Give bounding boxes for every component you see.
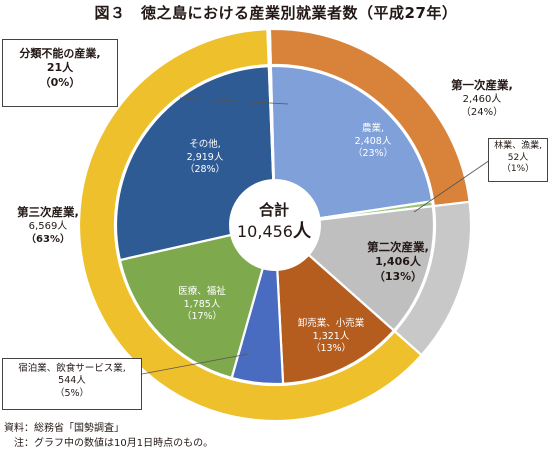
- chart-title: 図３ 徳之島における産業別就業者数（平成27年）: [94, 4, 458, 22]
- leader-shukuhaku: [141, 353, 249, 375]
- total-caption: 合計: [258, 201, 289, 219]
- outer-ring: [77, 27, 473, 423]
- callout-bunrui: 分類不能の産業, 21人 （0%）: [2, 39, 118, 107]
- outer-slice-3: [266, 27, 272, 67]
- total-value: 10,456人: [237, 221, 311, 243]
- label-ichiji: 第一次産業, 2,460人 （24%）: [451, 78, 513, 119]
- inner-slice-3: [273, 222, 396, 385]
- label-nogyo: 農業, 2,408人 （23%）: [352, 123, 394, 160]
- inner-slice-0: [269, 64, 434, 227]
- total-label: 合計 10,456人: [236, 200, 312, 245]
- leader-bunrui: [179, 97, 289, 105]
- label-sanji: 第三次産業, 6,569人 （63%）: [17, 205, 79, 246]
- label-niji: 第二次産業, 1,406人 （13%）: [367, 240, 429, 283]
- callout-shukuhaku: 宿泊業、飲食サービス業, 544人 （5%）: [2, 358, 142, 410]
- label-iryo: 医療、福祉 1,785人 （17%）: [178, 286, 226, 323]
- label-sonota: その他, 2,919人 （28%）: [184, 139, 226, 176]
- label-oroshi: 卸売業、小売業 1,321人 （13%）: [297, 318, 365, 355]
- footnote: 資料：総務省「国勢調査」 注：グラフ中の数値は10月1日時点のもの。: [4, 422, 213, 451]
- leader-lines: [141, 97, 491, 375]
- callout-ringyo: 林業、漁業, 52人 （1%）: [488, 138, 548, 182]
- center-hole: [229, 179, 321, 271]
- note-text: 注：グラフ中の数値は10月1日時点のもの。: [4, 437, 214, 449]
- leader-ringyo: [413, 159, 491, 213]
- source-text: 資料：総務省「国勢調査」: [4, 423, 124, 434]
- inner-slice-5: [118, 223, 277, 380]
